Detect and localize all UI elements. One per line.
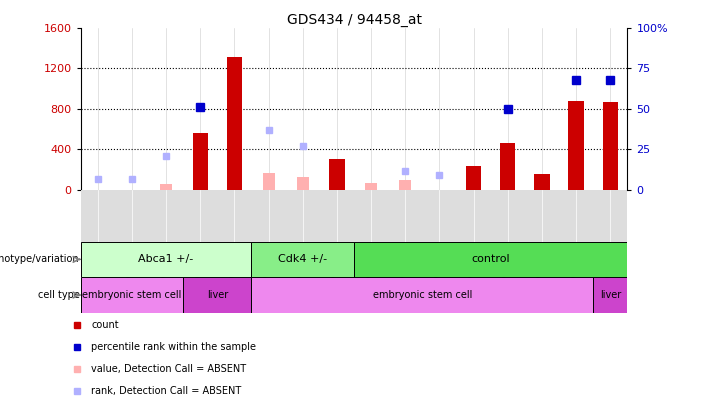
Bar xyxy=(263,173,275,190)
Bar xyxy=(593,277,627,313)
Text: liver: liver xyxy=(207,290,228,300)
Bar xyxy=(193,133,208,190)
Bar xyxy=(160,184,172,190)
Bar xyxy=(500,143,515,190)
Bar xyxy=(297,177,308,190)
Bar xyxy=(400,180,411,190)
Title: GDS434 / 94458_at: GDS434 / 94458_at xyxy=(287,13,421,27)
Bar xyxy=(252,242,354,277)
Bar xyxy=(252,277,593,313)
Bar xyxy=(354,242,627,277)
Bar xyxy=(365,183,377,190)
Text: control: control xyxy=(471,254,510,265)
Bar xyxy=(81,277,183,313)
Bar xyxy=(603,102,618,190)
Text: Abca1 +/-: Abca1 +/- xyxy=(138,254,193,265)
Bar xyxy=(81,242,252,277)
Text: cell type: cell type xyxy=(38,290,80,300)
Bar xyxy=(534,174,550,190)
Bar xyxy=(329,159,345,190)
Text: percentile rank within the sample: percentile rank within the sample xyxy=(91,342,256,352)
Bar xyxy=(569,101,584,190)
Bar xyxy=(183,277,252,313)
Text: embryonic stem cell: embryonic stem cell xyxy=(82,290,182,300)
Text: liver: liver xyxy=(599,290,621,300)
Text: embryonic stem cell: embryonic stem cell xyxy=(373,290,472,300)
Bar xyxy=(226,57,242,190)
Text: Cdk4 +/-: Cdk4 +/- xyxy=(278,254,327,265)
Text: count: count xyxy=(91,320,118,330)
Text: genotype/variation: genotype/variation xyxy=(0,254,80,265)
Bar xyxy=(466,166,482,190)
Text: rank, Detection Call = ABSENT: rank, Detection Call = ABSENT xyxy=(91,386,241,396)
Text: value, Detection Call = ABSENT: value, Detection Call = ABSENT xyxy=(91,364,246,374)
